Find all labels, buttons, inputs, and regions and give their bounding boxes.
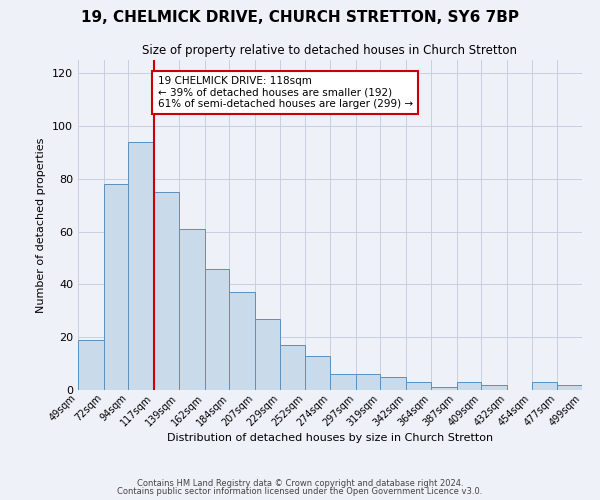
Bar (229, 292, 255, 390)
Bar (205, 268, 229, 390)
Bar (280, 345, 305, 390)
Bar (330, 374, 356, 390)
Bar (255, 318, 280, 390)
Text: Contains public sector information licensed under the Open Government Licence v3: Contains public sector information licen… (118, 487, 482, 496)
Bar (557, 384, 582, 390)
Bar (431, 388, 457, 390)
Text: Contains HM Land Registry data © Crown copyright and database right 2024.: Contains HM Land Registry data © Crown c… (137, 478, 463, 488)
Bar (532, 382, 557, 390)
Text: 19, CHELMICK DRIVE, CHURCH STRETTON, SY6 7BP: 19, CHELMICK DRIVE, CHURCH STRETTON, SY6… (81, 10, 519, 25)
Bar (406, 382, 431, 390)
Bar (356, 374, 380, 390)
Bar (179, 229, 205, 390)
Title: Size of property relative to detached houses in Church Stretton: Size of property relative to detached ho… (143, 44, 517, 58)
Bar (154, 192, 179, 390)
X-axis label: Distribution of detached houses by size in Church Stretton: Distribution of detached houses by size … (167, 434, 493, 444)
Bar (481, 384, 507, 390)
Bar (305, 356, 330, 390)
Bar (380, 377, 406, 390)
Bar (457, 382, 481, 390)
Bar (78, 340, 104, 390)
Text: 19 CHELMICK DRIVE: 118sqm
← 39% of detached houses are smaller (192)
61% of semi: 19 CHELMICK DRIVE: 118sqm ← 39% of detac… (158, 76, 413, 109)
Bar (128, 142, 154, 390)
Bar (104, 184, 128, 390)
Y-axis label: Number of detached properties: Number of detached properties (37, 138, 46, 312)
